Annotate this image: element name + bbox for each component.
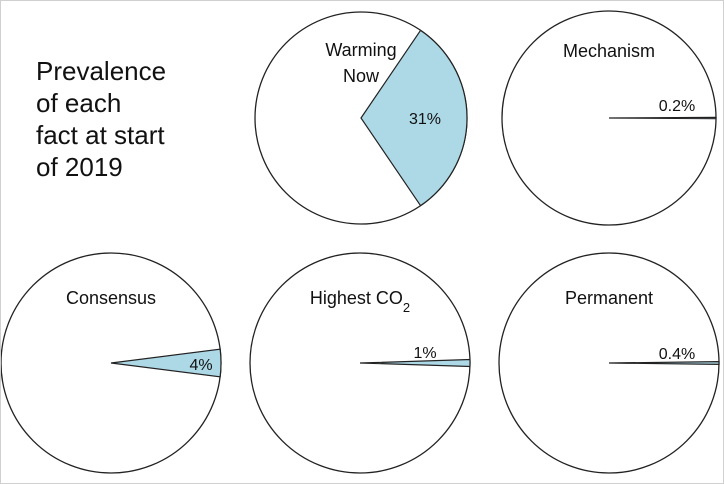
pie-value-highest-co2: 1%	[413, 345, 436, 362]
pie-name-warming-now-1: Warming	[325, 40, 396, 60]
pie-slice-warming-now	[360, 29, 468, 207]
pie-slice-mechanism	[608, 116, 717, 120]
figure-title: Prevalence of each fact at start of 2019	[36, 56, 167, 182]
pie-name-permanent: Permanent	[565, 288, 653, 308]
pie-consensus: Consensus 4%	[1, 252, 222, 474]
pie-value-consensus: 4%	[189, 357, 212, 374]
pie-name-warming-now-2: Now	[343, 66, 380, 86]
pie-name-consensus: Consensus	[66, 288, 156, 308]
pie-value-permanent: 0.4%	[659, 346, 695, 363]
pie-permanent: Permanent 0.4%	[498, 252, 720, 474]
pie-name-mechanism: Mechanism	[563, 41, 655, 61]
pie-value-warming-now: 31%	[409, 111, 441, 128]
pie-slice-consensus	[110, 348, 222, 378]
pie-slice-permanent	[608, 361, 720, 365]
pie-warming-now: Warming Now 31%	[254, 11, 468, 225]
pie-value-mechanism: 0.2%	[659, 98, 695, 115]
pie-mechanism: Mechanism 0.2%	[501, 10, 717, 226]
pie-slice-highest-co2	[359, 358, 471, 368]
